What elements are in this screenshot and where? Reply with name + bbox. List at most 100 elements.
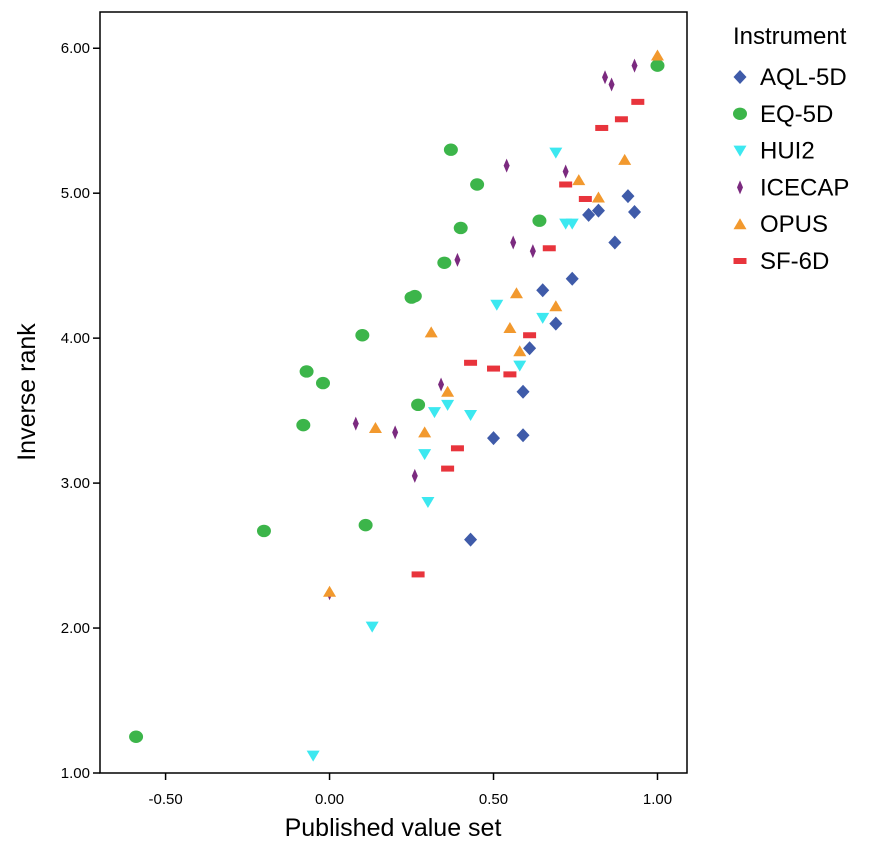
data-point bbox=[565, 271, 579, 286]
data-point bbox=[487, 365, 501, 372]
data-point bbox=[578, 195, 592, 202]
data-point bbox=[542, 245, 556, 252]
legend-label: OPUS bbox=[760, 211, 828, 238]
legend-marker bbox=[733, 70, 747, 84]
data-point bbox=[443, 143, 458, 156]
legend: Instrument AQL-5D EQ-5D HUI2 ICECAP OPUS SF-6… bbox=[733, 23, 849, 275]
data-point bbox=[562, 164, 569, 179]
data-point bbox=[323, 585, 337, 597]
data-point bbox=[559, 181, 573, 188]
data-point bbox=[513, 360, 527, 372]
data-point bbox=[365, 621, 379, 633]
legend-label: SF-6D bbox=[760, 248, 829, 275]
data-point bbox=[418, 449, 432, 461]
data-point bbox=[424, 326, 438, 338]
data-point bbox=[650, 49, 664, 61]
data-point bbox=[509, 287, 523, 299]
y-axis: 1.00 2.00 3.00 4.00 5.00 6.00 bbox=[61, 40, 100, 782]
plot-frame bbox=[99, 11, 688, 774]
data-point bbox=[441, 399, 455, 411]
data-point bbox=[536, 312, 550, 324]
y-tick-label: 5.00 bbox=[61, 185, 90, 202]
series-icecap bbox=[326, 58, 638, 601]
data-point bbox=[631, 98, 645, 105]
data-point bbox=[427, 407, 441, 419]
data-point bbox=[315, 376, 330, 390]
data-point bbox=[513, 345, 527, 357]
data-point bbox=[628, 205, 642, 220]
legend-marker bbox=[733, 258, 747, 264]
x-tick-label: 1.00 bbox=[643, 791, 672, 808]
data-point bbox=[572, 174, 586, 186]
y-tick-label: 3.00 bbox=[61, 475, 90, 492]
data-point bbox=[503, 321, 517, 333]
data-point bbox=[392, 425, 399, 440]
data-point bbox=[487, 431, 501, 446]
data-point bbox=[621, 189, 635, 204]
data-point bbox=[549, 316, 563, 331]
data-point bbox=[510, 235, 517, 250]
data-point bbox=[358, 518, 373, 532]
x-tick-label: -0.50 bbox=[148, 791, 182, 808]
legend-marker bbox=[733, 218, 747, 230]
data-point bbox=[296, 418, 311, 432]
data-point bbox=[503, 371, 517, 378]
legend-label: EQ-5D bbox=[760, 101, 833, 128]
data-point bbox=[565, 218, 579, 230]
data-point bbox=[299, 365, 314, 378]
data-point bbox=[536, 283, 550, 298]
series-eq-5d bbox=[129, 59, 665, 743]
data-point bbox=[614, 116, 628, 123]
data-point bbox=[631, 58, 638, 73]
data-point bbox=[523, 341, 537, 356]
data-point bbox=[411, 398, 426, 412]
legend-title: Instrument bbox=[733, 23, 847, 50]
x-axis-title: Published value set bbox=[285, 814, 502, 842]
legend-label: HUI2 bbox=[760, 138, 815, 165]
data-point bbox=[549, 300, 563, 312]
y-tick-label: 6.00 bbox=[61, 40, 90, 57]
data-point bbox=[602, 70, 609, 85]
data-point bbox=[129, 730, 144, 743]
series-opus bbox=[323, 49, 664, 597]
y-tick-label: 1.00 bbox=[61, 765, 90, 782]
data-point bbox=[355, 329, 370, 342]
x-tick-label: 0.50 bbox=[479, 791, 508, 808]
data-points bbox=[129, 49, 665, 762]
data-point bbox=[438, 377, 445, 392]
data-point bbox=[368, 422, 382, 434]
data-point bbox=[608, 235, 622, 250]
legend-marker bbox=[733, 145, 747, 157]
data-point bbox=[608, 77, 615, 92]
data-point bbox=[650, 59, 665, 72]
data-point bbox=[441, 465, 455, 472]
data-point bbox=[418, 426, 432, 438]
x-axis: -0.50 0.00 0.50 1.00 bbox=[148, 773, 672, 808]
data-point bbox=[352, 416, 359, 431]
data-point bbox=[529, 244, 536, 259]
y-tick-label: 2.00 bbox=[61, 620, 90, 637]
legend-marker bbox=[737, 180, 743, 195]
data-point bbox=[407, 289, 422, 303]
data-point bbox=[454, 252, 461, 267]
series-hui2 bbox=[306, 147, 579, 762]
data-point bbox=[256, 524, 271, 538]
y-tick-label: 4.00 bbox=[61, 330, 90, 347]
data-point bbox=[470, 178, 485, 191]
data-point bbox=[450, 445, 464, 452]
data-point bbox=[582, 207, 596, 222]
series-aql-5d bbox=[464, 189, 642, 547]
data-point bbox=[453, 221, 468, 235]
data-point bbox=[411, 468, 418, 483]
data-point bbox=[464, 409, 478, 421]
data-point bbox=[464, 532, 478, 547]
data-point bbox=[437, 256, 452, 269]
data-point bbox=[591, 191, 605, 203]
y-axis-title: Inverse rank bbox=[13, 323, 41, 461]
x-tick-label: 0.00 bbox=[315, 791, 344, 808]
data-point bbox=[411, 571, 425, 578]
data-point bbox=[490, 299, 504, 311]
data-point bbox=[503, 158, 510, 173]
data-point bbox=[516, 428, 530, 443]
legend-label: ICECAP bbox=[760, 174, 849, 201]
